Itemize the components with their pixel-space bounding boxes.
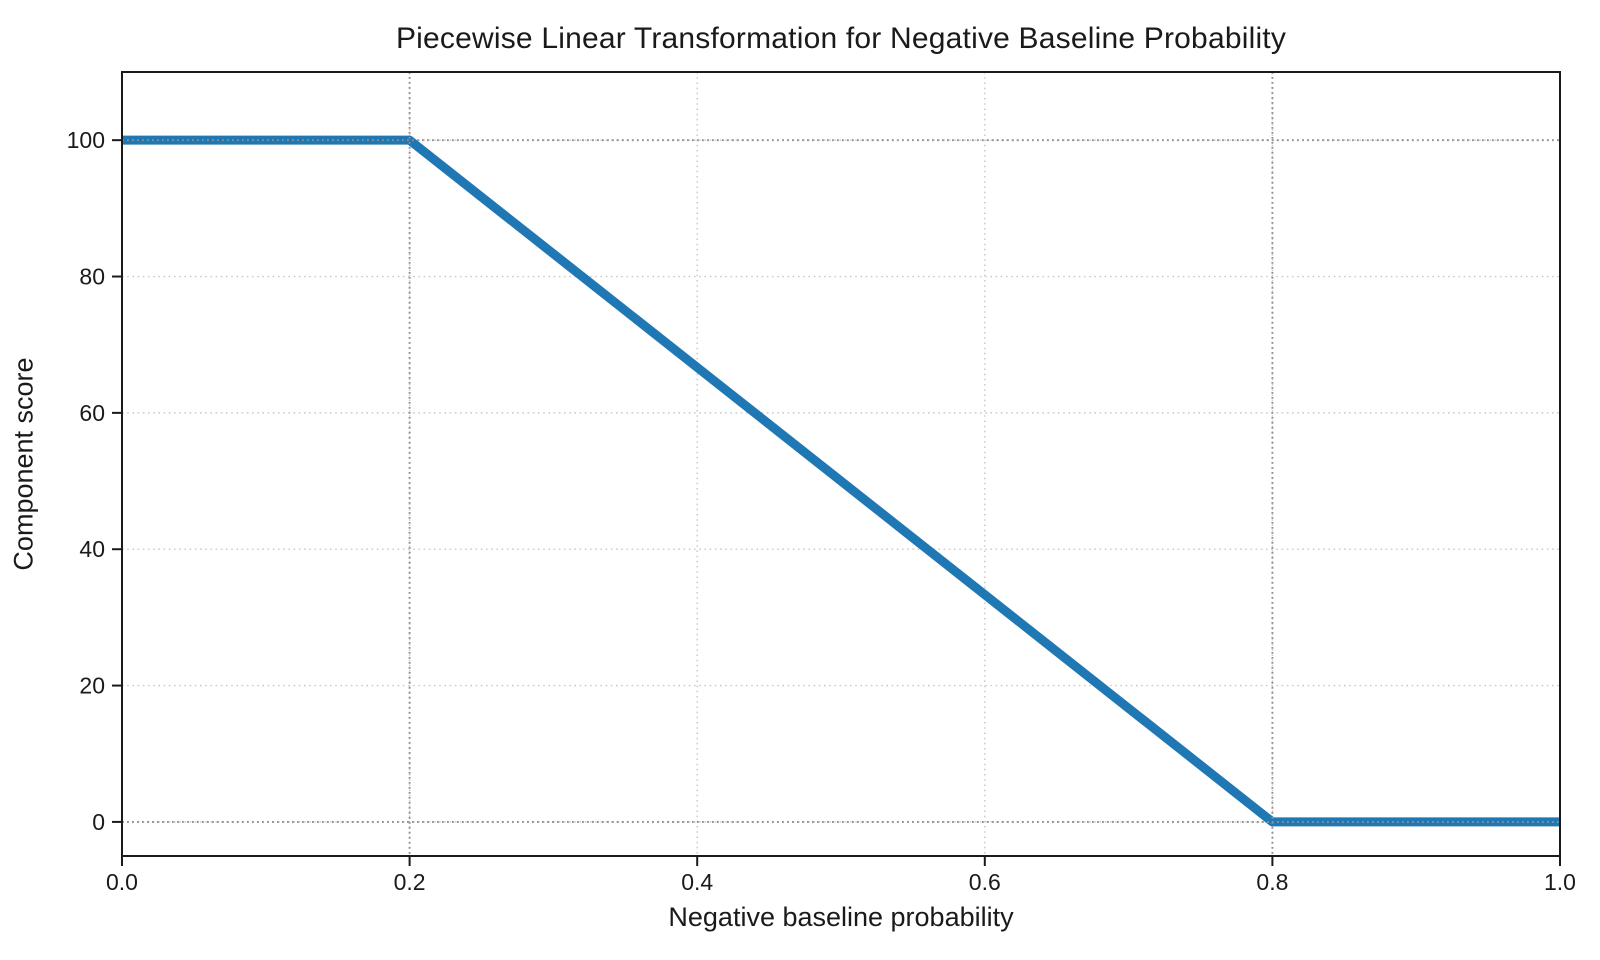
y-tick-label: 20: [79, 673, 105, 699]
y-tick-label: 60: [79, 400, 105, 426]
plot-border: [121, 71, 1561, 857]
x-tick-label: 0.4: [681, 869, 713, 895]
x-tick-label: 0.6: [969, 869, 1001, 895]
y-tick-label: 80: [79, 264, 105, 290]
x-tick-label: 0.8: [1256, 869, 1288, 895]
y-axis-label: Component score: [8, 357, 39, 571]
chart-title: Piecewise Linear Transformation for Nega…: [395, 22, 1287, 55]
x-tick-label: 1.0: [1544, 869, 1576, 895]
x-tick-label: 0.2: [394, 869, 426, 895]
y-tick-label: 40: [79, 536, 105, 562]
x-axis-label: Negative baseline probability: [668, 902, 1014, 932]
y-tick-label: 0: [92, 809, 105, 835]
data-line: [122, 135, 1560, 827]
y-tick-label: 100: [67, 127, 105, 153]
x-tick-label: 0.0: [106, 869, 138, 895]
